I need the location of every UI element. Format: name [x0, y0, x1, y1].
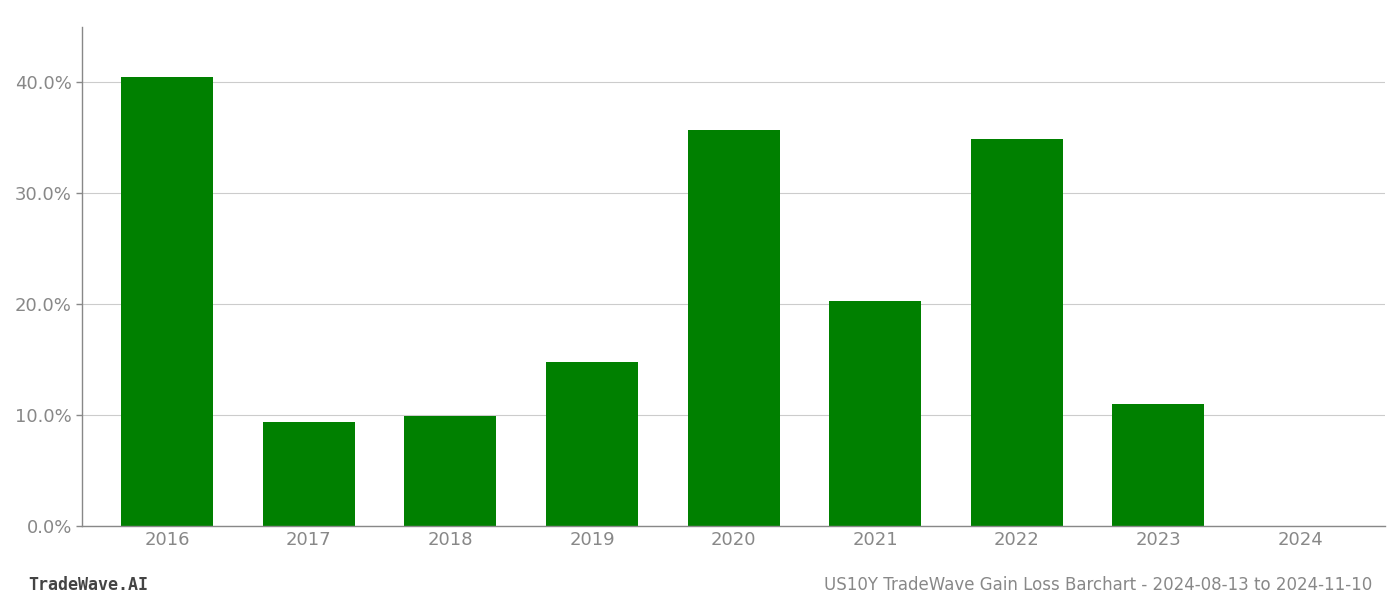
Text: TradeWave.AI: TradeWave.AI [28, 576, 148, 594]
Bar [829, 301, 921, 526]
Bar [122, 77, 213, 526]
Bar [405, 416, 497, 526]
Text: US10Y TradeWave Gain Loss Barchart - 2024-08-13 to 2024-11-10: US10Y TradeWave Gain Loss Barchart - 202… [823, 576, 1372, 594]
Bar [1113, 404, 1204, 526]
Bar [263, 422, 354, 526]
Bar [970, 139, 1063, 526]
Bar [687, 130, 780, 526]
Bar [546, 362, 638, 526]
